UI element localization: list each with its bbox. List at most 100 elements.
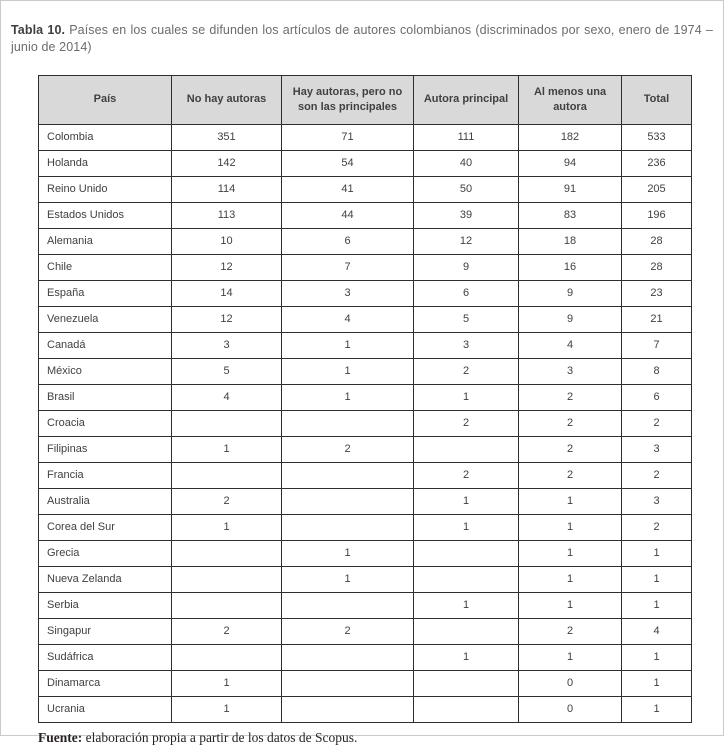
value-cell: 2 <box>518 435 622 463</box>
value-cell: 2 <box>281 435 414 463</box>
country-cell: Colombia <box>38 123 172 151</box>
data-table: País No hay autoras Hay autoras, pero no s… <box>38 74 692 723</box>
value-cell: 5 <box>413 305 519 333</box>
value-cell: 1 <box>281 539 414 567</box>
value-cell: 54 <box>281 149 414 177</box>
value-cell: 71 <box>281 123 414 151</box>
value-cell: 1 <box>413 383 519 411</box>
column-header: Hay autoras, pero no son las principales <box>281 74 414 125</box>
value-cell: 7 <box>621 331 692 359</box>
table-row: Nueva Zelanda 1 1 1 <box>38 565 692 593</box>
country-cell: Francia <box>38 461 172 489</box>
value-cell <box>171 539 282 567</box>
value-cell: 4 <box>621 617 692 645</box>
country-cell: Holanda <box>38 149 172 177</box>
value-cell: 4 <box>281 305 414 333</box>
value-cell: 2 <box>621 409 692 437</box>
value-cell <box>413 435 519 463</box>
value-cell: 14 <box>171 279 282 307</box>
table-row: Alemania 10 6 12 18 28 <box>38 227 692 255</box>
value-cell: 113 <box>171 201 282 229</box>
table-caption: Tabla 10. Países en los cuales se difund… <box>11 22 713 56</box>
table-row: España 14 3 6 9 23 <box>38 279 692 307</box>
value-cell: 5 <box>171 357 282 385</box>
country-cell: Nueva Zelanda <box>38 565 172 593</box>
value-cell <box>281 591 414 619</box>
source-note: Fuente: elaboración propia a partir de l… <box>38 730 713 746</box>
table-caption-label: Tabla 10. <box>11 22 66 37</box>
value-cell: 3 <box>171 331 282 359</box>
value-cell <box>413 695 519 723</box>
value-cell <box>281 461 414 489</box>
value-cell <box>281 643 414 671</box>
value-cell: 91 <box>518 175 622 203</box>
table-row: Reino Unido 114 41 50 91 205 <box>38 175 692 203</box>
value-cell: 6 <box>281 227 414 255</box>
value-cell: 18 <box>518 227 622 255</box>
value-cell: 1 <box>171 435 282 463</box>
table-row: Grecia 1 1 1 <box>38 539 692 567</box>
value-cell: 1 <box>518 513 622 541</box>
table-row: México 5 1 2 3 8 <box>38 357 692 385</box>
value-cell: 16 <box>518 253 622 281</box>
value-cell: 1 <box>518 643 622 671</box>
value-cell <box>281 487 414 515</box>
value-cell: 196 <box>621 201 692 229</box>
country-cell: México <box>38 357 172 385</box>
value-cell: 1 <box>171 513 282 541</box>
value-cell: 6 <box>413 279 519 307</box>
table-row: Venezuela 12 4 5 9 21 <box>38 305 692 333</box>
value-cell <box>413 539 519 567</box>
value-cell: 1 <box>518 539 622 567</box>
value-cell: 9 <box>518 305 622 333</box>
value-cell: 12 <box>171 253 282 281</box>
value-cell: 23 <box>621 279 692 307</box>
value-cell: 28 <box>621 227 692 255</box>
table-row: Dinamarca 1 0 1 <box>38 669 692 697</box>
value-cell <box>171 591 282 619</box>
value-cell: 1 <box>281 331 414 359</box>
country-cell: Venezuela <box>38 305 172 333</box>
value-cell: 1 <box>621 539 692 567</box>
table-row: Chile 12 7 9 16 28 <box>38 253 692 281</box>
table-row: Holanda 142 54 40 94 236 <box>38 149 692 177</box>
value-cell: 1 <box>518 487 622 515</box>
country-cell: Croacia <box>38 409 172 437</box>
value-cell: 44 <box>281 201 414 229</box>
value-cell: 6 <box>621 383 692 411</box>
country-cell: Brasil <box>38 383 172 411</box>
value-cell: 4 <box>171 383 282 411</box>
table-row: Singapur 2 2 2 4 <box>38 617 692 645</box>
value-cell: 8 <box>621 357 692 385</box>
value-cell: 3 <box>281 279 414 307</box>
value-cell: 114 <box>171 175 282 203</box>
value-cell <box>171 643 282 671</box>
value-cell: 2 <box>281 617 414 645</box>
value-cell: 2 <box>621 461 692 489</box>
value-cell: 3 <box>621 435 692 463</box>
table-row: Sudáfrica 1 1 1 <box>38 643 692 671</box>
value-cell: 1 <box>621 591 692 619</box>
value-cell: 1 <box>281 565 414 593</box>
value-cell: 351 <box>171 123 282 151</box>
column-header: Autora principal <box>413 74 519 125</box>
table-head: País No hay autoras Hay autoras, pero no s… <box>38 74 692 125</box>
value-cell: 12 <box>413 227 519 255</box>
country-cell: Grecia <box>38 539 172 567</box>
value-cell: 111 <box>413 123 519 151</box>
country-cell: Singapur <box>38 617 172 645</box>
value-cell: 2 <box>518 617 622 645</box>
value-cell: 1 <box>413 487 519 515</box>
value-cell: 236 <box>621 149 692 177</box>
country-cell: Chile <box>38 253 172 281</box>
value-cell <box>413 669 519 697</box>
table-row: Corea del Sur 1 1 1 2 <box>38 513 692 541</box>
value-cell: 10 <box>171 227 282 255</box>
table-row: Serbia 1 1 1 <box>38 591 692 619</box>
value-cell: 182 <box>518 123 622 151</box>
value-cell: 1 <box>171 669 282 697</box>
value-cell: 1 <box>413 591 519 619</box>
value-cell: 21 <box>621 305 692 333</box>
column-header: País <box>38 74 172 125</box>
